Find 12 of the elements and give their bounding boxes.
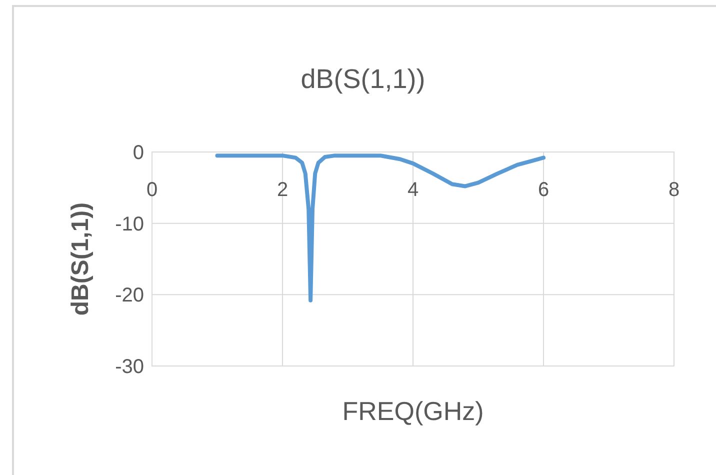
x-tick-label: 4	[407, 179, 419, 201]
x-tick-label: 6	[538, 179, 550, 201]
x-tick-label: 0	[146, 179, 158, 201]
y-tick-label: -10	[115, 213, 144, 236]
y-tick-label: 0	[132, 142, 144, 164]
chart-title: dB(S(1,1))	[300, 64, 426, 94]
y-tick-label: -30	[115, 356, 144, 378]
x-tick-label: 2	[276, 179, 288, 201]
y-axis-title: dB(S(1,1))	[67, 202, 94, 316]
x-tick-label: 8	[668, 179, 680, 201]
y-tick-label: -20	[115, 284, 144, 307]
x-axis-title: FREQ(GHz)	[342, 396, 484, 426]
